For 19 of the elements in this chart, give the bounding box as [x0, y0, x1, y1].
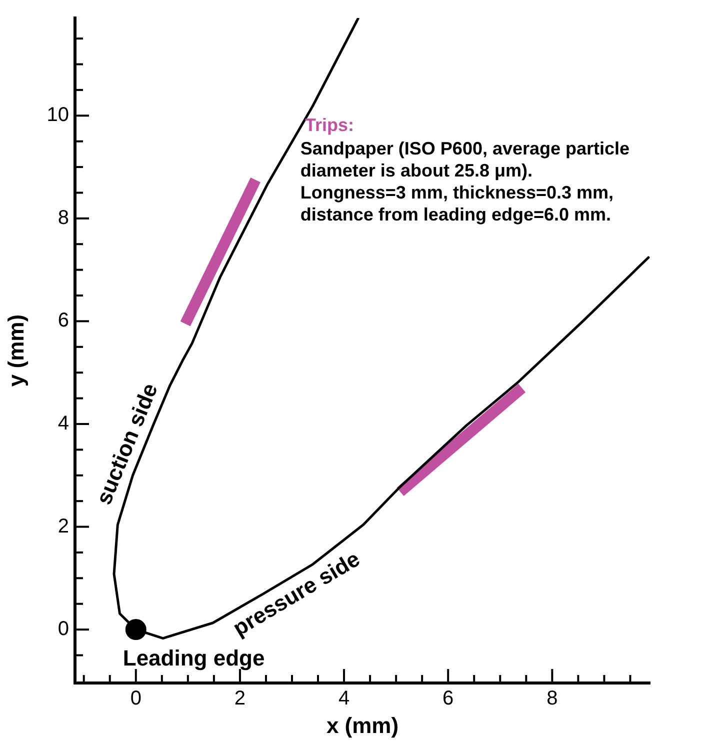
x-tick-label: 4 — [338, 688, 350, 710]
y-tick-label: 4 — [58, 412, 69, 435]
x-tick-label: 8 — [546, 688, 558, 710]
y-tick-label: 8 — [58, 206, 69, 229]
y-tick-label: 0 — [58, 618, 69, 640]
y-axis-title: y (mm) — [3, 314, 28, 387]
y-tick-label: 2 — [58, 515, 69, 538]
annotation: Longness=3 mm, thickness=0.3 mm, — [300, 182, 614, 202]
text: Trips: — [305, 115, 354, 136]
x-tick-label: 2 — [234, 688, 246, 710]
annotation: distance from leading edge=6.0 mm. — [300, 204, 612, 224]
x-tick-label: 6 — [442, 688, 454, 710]
annotation: Leading edge — [122, 646, 265, 671]
x-tick-label: 0 — [130, 688, 142, 710]
annotation: Sandpaper (ISO P600, average particle — [300, 138, 630, 158]
x-axis-title: x (mm) — [326, 712, 399, 738]
y-tick-label: 6 — [58, 310, 69, 332]
annotation: diameter is about 25.8 μm). — [300, 160, 532, 180]
y-tick-label: 10 — [46, 104, 69, 126]
